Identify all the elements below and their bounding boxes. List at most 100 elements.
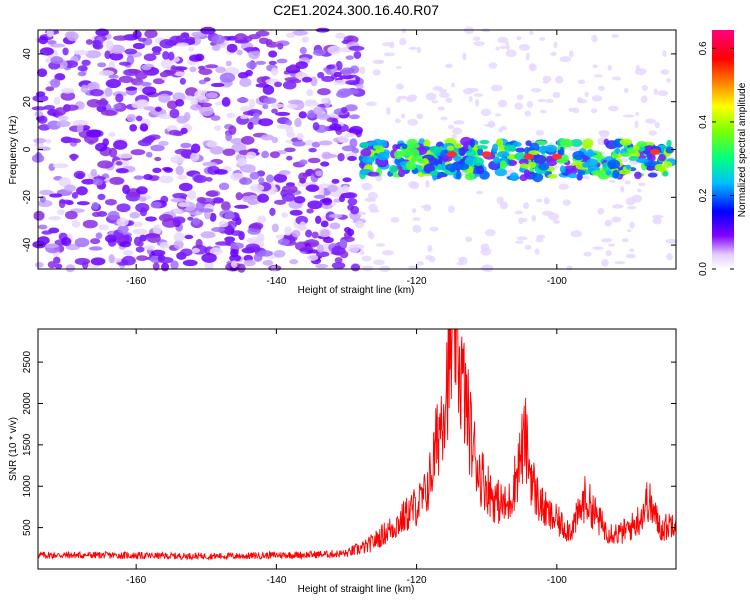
- spectrogram-cell: [605, 170, 612, 176]
- spectrogram-cell: [73, 49, 89, 55]
- spectrogram-cells: [31, 26, 677, 273]
- spectrogram-cell: [236, 97, 249, 103]
- spectrogram-x-tick-label: -160: [126, 276, 146, 287]
- spectrogram-cell: [89, 88, 104, 97]
- spectrogram-cell: [109, 176, 125, 185]
- spectrogram-cell: [194, 89, 209, 100]
- spectrogram-cell: [97, 62, 107, 68]
- spectrogram-cell: [214, 169, 228, 175]
- spectrogram-cell: [515, 147, 526, 153]
- spectrogram-cell: [477, 148, 484, 156]
- spectrogram-cell: [625, 164, 632, 170]
- spectrogram-cell: [183, 111, 191, 122]
- spectrogram-cell: [550, 51, 557, 56]
- spectrogram-cell: [467, 166, 474, 174]
- spectrogram-cell: [56, 120, 71, 128]
- spectrogram-cell: [71, 138, 82, 144]
- spectrogram-cell: [230, 137, 245, 145]
- spectrogram-cell: [480, 108, 492, 117]
- snr-x-tick-label: -100: [547, 575, 567, 586]
- spectrogram-cell: [646, 165, 657, 171]
- spectrogram-cell: [405, 96, 416, 103]
- spectrogram-cell: [211, 44, 221, 51]
- spectrogram-cell: [609, 179, 616, 184]
- spectrogram-cell: [74, 237, 90, 248]
- colorbar-tick-label: 0.0: [698, 262, 709, 276]
- spectrogram-cell: [71, 220, 81, 228]
- spectrogram-cell: [320, 97, 330, 104]
- spectrogram-cell: [292, 140, 306, 147]
- spectrogram-cell: [209, 212, 217, 222]
- spectrogram-cell: [395, 98, 401, 103]
- spectrogram-cell: [348, 114, 360, 120]
- spectrogram-cell: [576, 96, 582, 104]
- spectrogram-cell: [205, 190, 219, 197]
- spectrogram-cell: [329, 123, 342, 131]
- spectrogram-cell: [74, 257, 90, 266]
- spectrogram-cell: [199, 106, 214, 117]
- spectrogram-cell: [64, 210, 78, 220]
- spectrogram-cell: [322, 237, 334, 244]
- spectrogram-cell: [492, 156, 501, 164]
- spectrogram-cell: [139, 123, 149, 132]
- spectrogram-cell: [567, 173, 578, 179]
- spectrogram-cell: [634, 120, 639, 129]
- spectrogram-cell: [666, 139, 672, 148]
- spectrogram-cell: [191, 247, 200, 254]
- spectrogram-cell: [271, 223, 279, 233]
- spectrogram-cell: [185, 95, 194, 101]
- spectrogram-cell: [620, 152, 632, 157]
- spectrogram-cell: [277, 42, 284, 50]
- spectrogram-cell: [407, 118, 419, 126]
- spectrogram-cell: [200, 231, 216, 239]
- spectrogram-cell: [516, 94, 524, 101]
- spectrogram-cell: [597, 137, 606, 146]
- spectrogram-cell: [76, 186, 88, 196]
- snr-x-tick-label: -140: [266, 575, 286, 586]
- spectrogram-y-tick-label: 20: [22, 96, 33, 108]
- spectrogram-cell: [143, 245, 156, 250]
- spectrogram-cell: [582, 175, 591, 180]
- spectrogram-cell: [343, 88, 359, 95]
- spectrogram-cell: [243, 47, 259, 52]
- spectrogram-cell: [44, 243, 59, 248]
- spectrogram-cell: [647, 172, 658, 178]
- spectrogram-cell: [258, 118, 274, 127]
- spectrogram-cell: [495, 113, 502, 117]
- spectrogram-cell: [499, 160, 507, 170]
- spectrogram-cell: [141, 64, 152, 71]
- spectrogram-cell: [118, 75, 134, 84]
- spectrogram-cell: [49, 193, 63, 198]
- spectrogram-cell: [581, 162, 590, 168]
- spectrogram-cell: [285, 119, 293, 127]
- spectrogram-cell: [48, 215, 61, 221]
- spectrogram-cell: [495, 46, 500, 51]
- spectrogram-cell: [281, 212, 289, 218]
- spectrogram-cell: [250, 184, 265, 192]
- spectrogram-cell: [90, 238, 101, 245]
- spectrogram-cell: [81, 178, 96, 185]
- spectrogram-cell: [514, 210, 524, 215]
- spectrogram-cell: [592, 64, 598, 69]
- spectrogram-cell: [321, 197, 333, 206]
- spectrogram-cell: [135, 202, 150, 213]
- snr-y-tick-label: 2500: [22, 351, 33, 374]
- snr-frame: [37, 328, 677, 570]
- spectrogram-cell: [372, 69, 381, 76]
- spectrogram-cell: [286, 103, 298, 109]
- spectrogram-cell: [607, 159, 621, 170]
- spectrogram-cell: [445, 97, 453, 103]
- spectrogram-cell: [239, 77, 252, 88]
- spectrogram-cell: [158, 213, 174, 222]
- spectrogram-cell: [271, 136, 279, 144]
- spectrogram-cell: [593, 74, 603, 78]
- spectrogram-cell: [76, 124, 84, 133]
- spectrogram-cell: [33, 210, 45, 221]
- spectrogram-cell: [304, 100, 318, 107]
- spectrogram-y-tick-label: -20: [22, 190, 33, 205]
- spectrogram-cell: [180, 127, 188, 135]
- spectrogram-cell: [505, 44, 510, 51]
- spectrogram-cell: [54, 263, 63, 269]
- spectrogram-cell: [37, 224, 48, 230]
- spectrogram-cell: [294, 117, 302, 128]
